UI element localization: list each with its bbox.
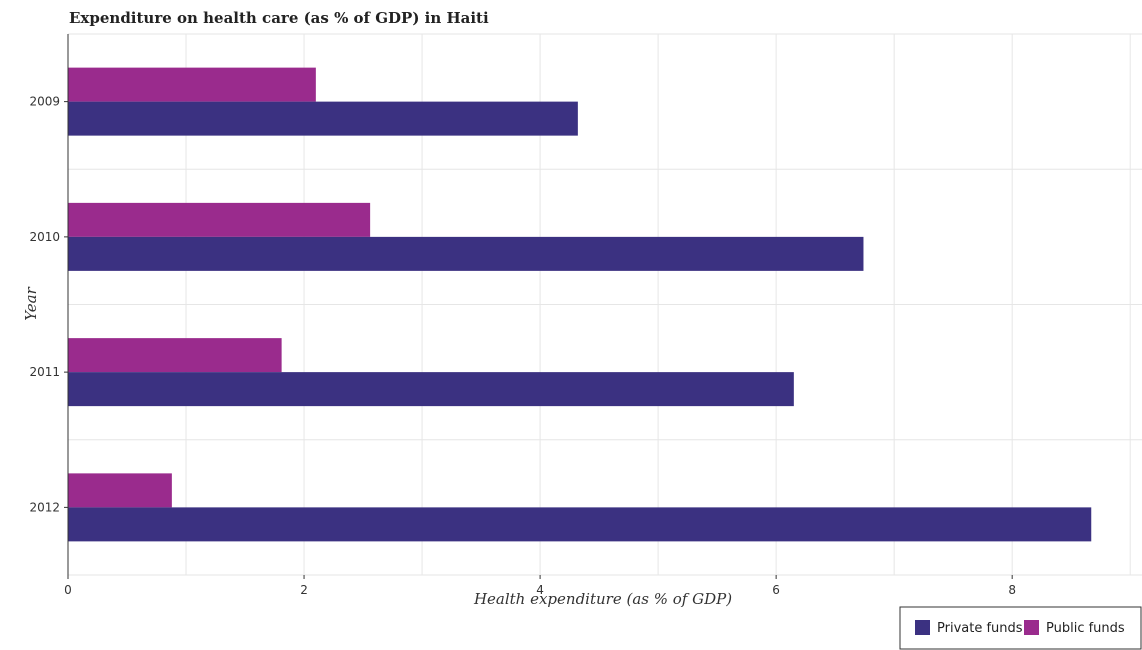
legend-label: Public funds: [1046, 621, 1125, 636]
y-axis-ticks: 2009 2010 2011 2012: [29, 95, 68, 514]
x-tick-label: 2: [300, 583, 308, 597]
x-tick-label: 4: [536, 583, 544, 597]
legend-label: Private funds: [937, 621, 1023, 636]
y-tick-label: 2012: [29, 500, 60, 514]
y-tick-label: 2011: [29, 365, 60, 379]
y-tick-label: 2010: [29, 230, 60, 244]
bar-public-funds-2009: [68, 67, 316, 102]
bar-public-funds-2011: [68, 338, 282, 373]
legend: Private funds Public funds: [899, 606, 1142, 650]
legend-swatch: [1024, 620, 1039, 635]
x-tick-label: 6: [772, 583, 780, 597]
legend-box: [899, 606, 1142, 650]
bar-private-funds-2009: [68, 101, 578, 136]
gridlines: [68, 33, 1142, 576]
chart-title: Expenditure on health care (as % of GDP)…: [69, 9, 489, 27]
bar-public-funds-2012: [68, 473, 172, 508]
bar-private-funds-2011: [68, 372, 794, 407]
legend-swatch: [915, 620, 930, 635]
bar-private-funds-2012: [68, 507, 1092, 542]
y-tick-label: 2009: [29, 95, 60, 109]
bar-public-funds-2010: [68, 202, 371, 237]
x-axis-label: Health expenditure (as % of GDP): [473, 590, 732, 608]
y-axis-label: Year: [22, 286, 40, 320]
bars: [68, 67, 1092, 542]
x-axis-ticks: 0 2 4 6 8: [64, 575, 1016, 597]
x-tick-label: 0: [64, 583, 72, 597]
bar-private-funds-2010: [68, 236, 864, 271]
x-tick-label: 8: [1008, 583, 1016, 597]
